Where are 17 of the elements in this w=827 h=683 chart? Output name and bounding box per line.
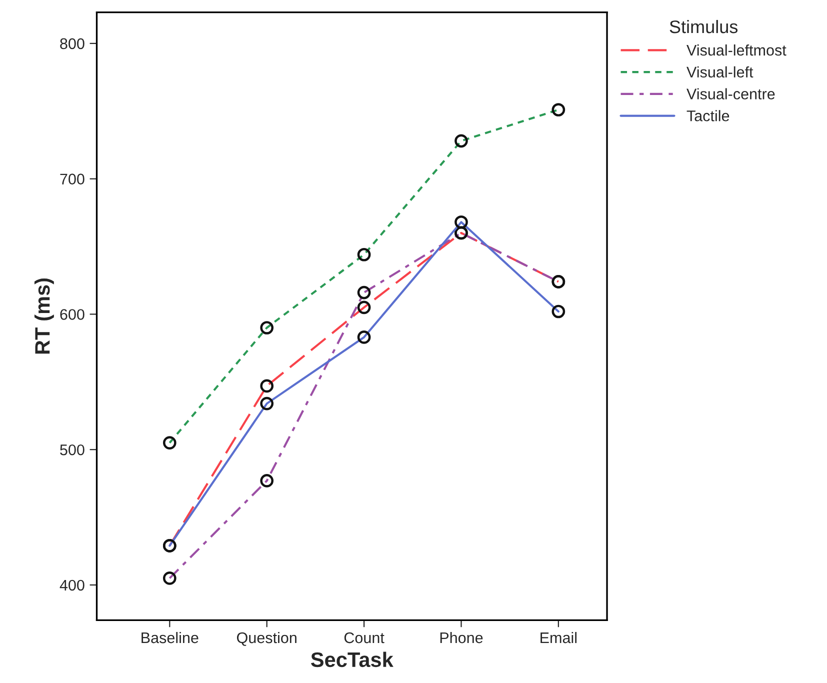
x-tick-label: Email [540, 632, 576, 644]
y-tick-label: 700 [60, 174, 84, 184]
legend-label: Visual-centre [686, 88, 775, 100]
legend-label: Visual-left [686, 66, 754, 78]
y-tick-label: 800 [60, 38, 84, 50]
x-axis-title: SecTask [310, 652, 394, 668]
x-tick-label: Question [236, 632, 296, 646]
legend-title: Stimulus [670, 20, 738, 34]
y-axis-title: RT (ms) [34, 278, 54, 354]
x-tick-label: Baseline [142, 632, 198, 644]
y-tick-label: 400 [60, 580, 84, 591]
legend-label: Tactile [686, 110, 730, 122]
y-tick-label: 600 [60, 309, 84, 320]
legend-label: Visual-leftmost [686, 44, 786, 56]
x-tick-label: Phone [440, 632, 483, 644]
x-tick-label: Count [344, 632, 384, 644]
y-tick-label: 500 [60, 444, 84, 456]
